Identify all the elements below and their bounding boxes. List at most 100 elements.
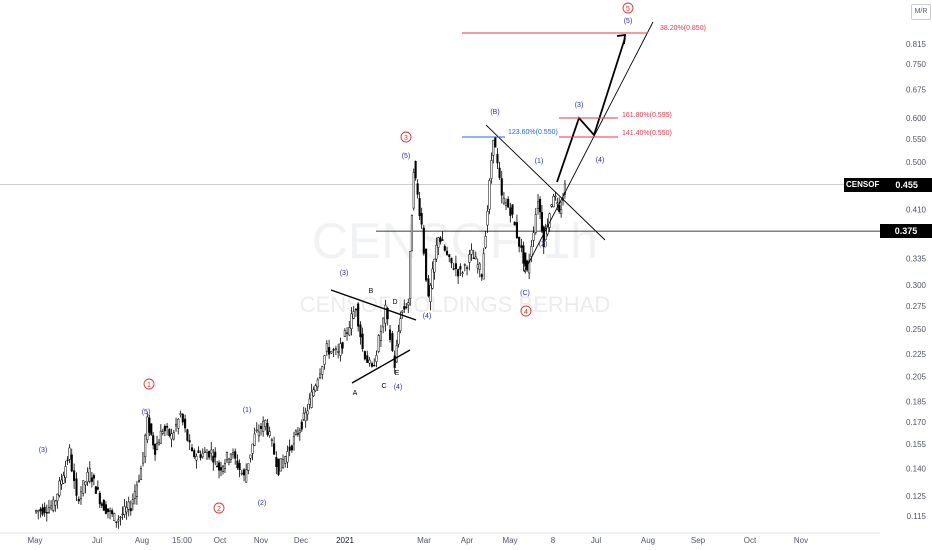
candle-body-25 <box>88 468 91 482</box>
candle-body-79 <box>201 452 204 458</box>
candle-body-112 <box>270 439 273 441</box>
candle-body-144 <box>339 343 342 356</box>
candle-body-65 <box>170 433 173 440</box>
candle-body-86 <box>216 465 219 468</box>
candle-body-87 <box>217 462 221 471</box>
candle-body-47 <box>133 491 136 499</box>
candle-body-109 <box>264 419 267 427</box>
candle-body-42 <box>123 506 126 515</box>
wave-circled-3: 3 <box>404 135 408 142</box>
candle-body-201 <box>461 272 464 274</box>
candle-body-236 <box>534 214 537 233</box>
fib-label-2: 141.40%(0.550) <box>622 130 672 137</box>
candle-body-24 <box>86 471 89 483</box>
candle-body-225 <box>511 204 514 215</box>
candle-body-160 <box>375 355 378 362</box>
wave-minor-2-a: (2) <box>258 500 267 507</box>
candle-body-90 <box>223 462 227 469</box>
candle-body-84 <box>212 455 215 463</box>
candle-body-37 <box>113 513 116 521</box>
y-tick-label-4: 0.550 <box>906 135 927 144</box>
candle-body-8 <box>52 499 55 511</box>
candle-body-177 <box>410 215 413 252</box>
candle-body-180 <box>416 183 419 195</box>
wave-circled-1-ring <box>143 378 155 390</box>
candle-body-216 <box>492 139 495 156</box>
candle-body-186 <box>429 285 432 303</box>
candle-body-217 <box>494 137 497 148</box>
candle-body-17 <box>70 454 73 472</box>
y-tick-label-16: 0.170 <box>906 418 927 427</box>
candle-body-220 <box>500 178 503 196</box>
candle-body-33 <box>104 504 107 514</box>
wave-minor-5-c: (5) <box>624 18 633 25</box>
candle-body-76 <box>195 456 198 461</box>
y-tick-label-7: 0.410 <box>906 206 927 215</box>
candle-body-72 <box>186 429 189 441</box>
candle-body-241 <box>544 228 547 241</box>
fib-label-0: 38.20%(0.850) <box>660 25 706 32</box>
candle-body-244 <box>550 204 553 207</box>
last-price-value: 0.455 <box>895 180 918 190</box>
candle-body-73 <box>188 440 191 443</box>
triangle-label-c: C <box>381 383 386 390</box>
candle-body-156 <box>366 355 369 363</box>
candle-body-120 <box>288 446 291 451</box>
last-price-symbol: CENSOF <box>844 178 882 192</box>
wave-circled-5: 5 <box>626 6 630 13</box>
candle-body-218 <box>496 154 499 164</box>
projection-arrowhead <box>616 33 627 45</box>
y-tick-label-10: 0.300 <box>906 281 927 290</box>
candle-body-193 <box>443 246 446 251</box>
candle-body-97 <box>238 463 241 470</box>
candle-body-114 <box>275 457 278 467</box>
x-tick-label-1: Jul <box>92 536 102 545</box>
candle-body-213 <box>486 210 489 226</box>
candle-body-99 <box>242 469 246 476</box>
y-tick-label-17: 0.155 <box>906 440 927 449</box>
candle-body-113 <box>273 443 276 455</box>
candle-body-240 <box>542 226 545 248</box>
candle-body-108 <box>262 420 265 432</box>
candle-body-128 <box>304 412 307 422</box>
candle-body-49 <box>137 479 141 482</box>
wave-circled-5-ring <box>622 2 634 14</box>
candle-body-2 <box>39 509 42 512</box>
candle-body-146 <box>343 330 346 337</box>
candle-body-102 <box>249 454 252 459</box>
candle-body-200 <box>459 266 462 270</box>
candle-body-104 <box>253 433 256 446</box>
candle-body-234 <box>530 246 533 257</box>
candle-body-61 <box>161 431 164 434</box>
candle-body-131 <box>310 391 313 408</box>
candle-body-67 <box>174 423 178 427</box>
wave-minor-3-c: (3) <box>575 102 584 109</box>
triangle-label-e: E <box>395 370 400 377</box>
candle-body-165 <box>386 307 389 320</box>
wave-circled-3-ring <box>400 131 412 143</box>
candle-body-83 <box>210 449 213 454</box>
candle-body-56 <box>152 435 155 446</box>
wedge-lower-line <box>523 21 654 273</box>
y-tick-label-20: 0.115 <box>907 512 927 521</box>
candle-body-93 <box>229 453 232 460</box>
candle-body-3 <box>41 507 44 515</box>
candle-body-171 <box>399 318 402 332</box>
candle-body-106 <box>257 431 260 437</box>
candle-body-226 <box>513 221 516 226</box>
candle-body-222 <box>504 202 508 206</box>
candle-body-233 <box>528 260 531 274</box>
y-tick-label-19: 0.125 <box>906 492 927 501</box>
candle-body-119 <box>286 451 289 463</box>
candle-body-178 <box>412 172 415 209</box>
candle-body-43 <box>125 507 128 513</box>
candle-body-137 <box>323 355 326 365</box>
candle-body-228 <box>518 236 521 247</box>
candle-body-202 <box>463 264 466 266</box>
fib-label-1: 161.80%(0.595) <box>622 112 672 119</box>
scale-mode-button[interactable]: M/R <box>911 4 931 20</box>
candle-body-70 <box>181 413 184 423</box>
wave-circled-4-ring <box>520 305 532 317</box>
